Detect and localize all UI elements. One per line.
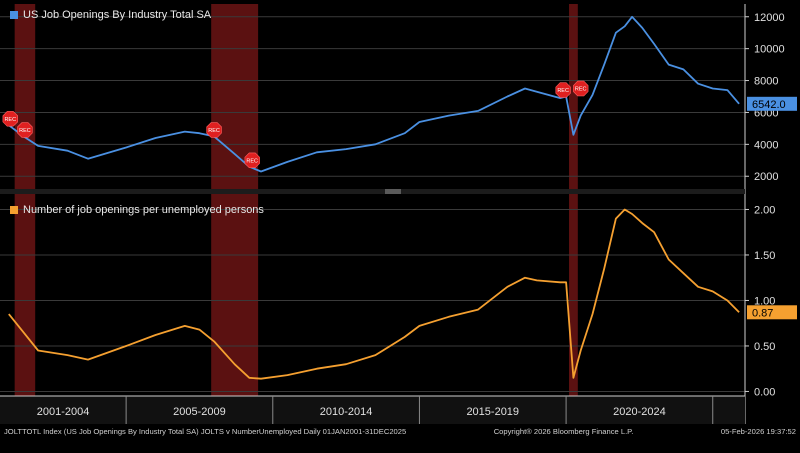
- rec-marker-label: REC: [575, 87, 587, 93]
- y-tick-label: 1.50: [754, 250, 775, 262]
- footer-timestamp: 05-Feb-2026 19:37:52: [720, 427, 796, 436]
- panel-separator-handle: [385, 189, 401, 194]
- legend-bottom: Number of job openings per unemployed pe…: [10, 204, 264, 216]
- x-tick-label: 2020-2024: [613, 406, 666, 418]
- recession-band: [211, 4, 259, 396]
- rec-marker-label: REC: [4, 117, 16, 123]
- series-lines: [8, 15, 740, 380]
- x-axis-strip: [0, 396, 745, 424]
- y-tick-label: 10000: [754, 44, 785, 56]
- y-tick-label: 12000: [754, 12, 785, 24]
- recession-band: [14, 4, 36, 396]
- rec-marker: [17, 122, 33, 138]
- x-tick-label: 2005-2009: [173, 406, 226, 418]
- rec-marker: [573, 80, 589, 97]
- series-line-ratio: [8, 208, 740, 380]
- rec-marker: [2, 111, 19, 127]
- y-tick-label: 0.50: [754, 341, 775, 353]
- chart-frame: [0, 4, 746, 424]
- rec-marker-label: REC: [19, 128, 31, 134]
- last-value-label: 0.87: [752, 307, 773, 319]
- x-tick-label: 2001-2004: [37, 406, 90, 418]
- legend-swatch-ratio: [10, 206, 18, 214]
- footer-copyright: Copyright® 2026 Bloomberg Finance L.P.: [493, 427, 634, 436]
- rec-marker: [244, 152, 260, 168]
- last-value-label: 6542.0: [752, 99, 786, 111]
- recession-bands: [14, 4, 578, 396]
- last-value-badge: [747, 96, 797, 111]
- rec-marker: [206, 122, 222, 138]
- footer-source: JOLTTOTL Index (US Job Openings By Indus…: [4, 427, 407, 436]
- y-tick-label: 0.00: [754, 386, 775, 398]
- gridlines: [0, 16, 749, 392]
- recession-band: [569, 4, 578, 396]
- rec-marker-label: REC: [208, 128, 220, 134]
- series-line-openings: [8, 15, 740, 173]
- legend-label-ratio: Number of job openings per unemployed pe…: [23, 204, 264, 216]
- last-value-badge: [747, 305, 797, 320]
- rec-marker: [555, 82, 571, 98]
- y-tick-label: 4000: [754, 139, 778, 151]
- legend-label-openings: US Job Openings By Industry Total SA: [23, 9, 212, 21]
- y-tick-label: 2.00: [754, 204, 775, 216]
- y-tick-label: 1.00: [754, 295, 775, 307]
- legend-top: US Job Openings By Industry Total SA: [10, 9, 211, 21]
- panel-separator: [0, 189, 745, 194]
- y-tick-label: 2000: [754, 171, 778, 183]
- axis-labels: 200040006000800010000120006542.00.000.50…: [0, 12, 797, 424]
- rec-marker-label: REC: [557, 88, 569, 94]
- rec-marker-label: REC: [246, 158, 258, 164]
- chart-footer: JOLTTOTL Index (US Job Openings By Indus…: [4, 427, 796, 436]
- legend-swatch-openings: [10, 11, 18, 19]
- x-tick-label: 2010-2014: [320, 406, 373, 418]
- y-tick-label: 8000: [754, 76, 778, 88]
- x-tick-label: 2015-2019: [466, 406, 519, 418]
